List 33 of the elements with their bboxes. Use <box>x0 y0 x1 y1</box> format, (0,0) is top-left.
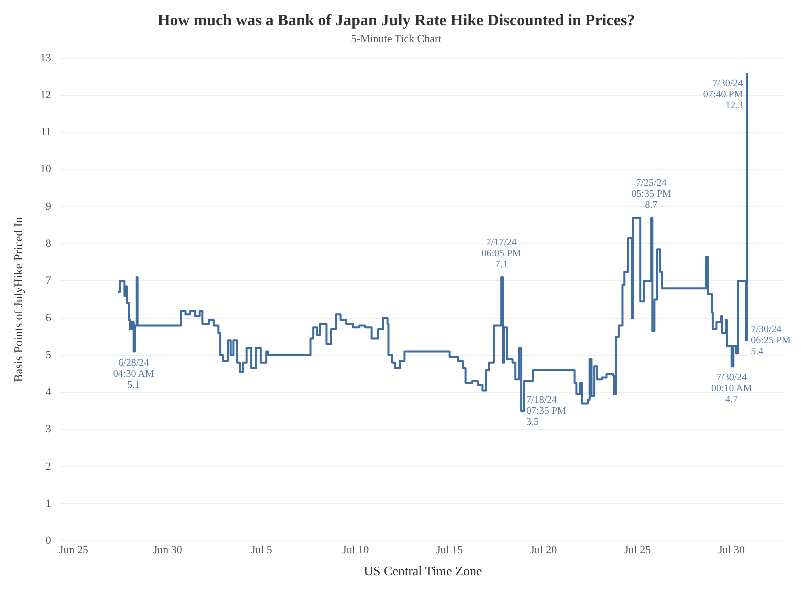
chart-title: How much was a Bank of Japan July Rate Hike Discounted in Prices? <box>158 12 636 30</box>
y-tick-label: 9 <box>46 200 52 213</box>
y-tick-label: 0 <box>46 535 52 548</box>
annotation: 7/30/24 00:10 AM 4.7 <box>711 372 752 406</box>
x-tick-label: Jul 10 <box>342 544 370 557</box>
x-tick-label: Jul 20 <box>530 544 558 557</box>
y-tick-label: 6 <box>46 312 52 324</box>
y-tick-label: 5 <box>46 349 52 362</box>
y-tick-label: 12 <box>40 89 52 102</box>
y-tick-label: 3 <box>46 424 52 436</box>
x-tick-label: Jul 30 <box>718 544 746 557</box>
annotation: 7/25/24 05:35 PM 8.7 <box>632 178 672 212</box>
y-tick-label: 2 <box>46 460 52 473</box>
y-tick-label: 10 <box>40 164 52 176</box>
annotation: 7/30/24 07:40 PM 12.3 <box>703 78 744 112</box>
x-tick-label: Jul 15 <box>436 544 464 557</box>
annotation: 7/30/24 06:25 PM 5.4 <box>751 324 792 358</box>
x-tick-label: Jul 25 <box>624 544 652 557</box>
chart-subtitle: 5-Minute Tick Chart <box>351 34 442 46</box>
annotation: 7/18/24 07:35 PM 3.5 <box>526 395 566 428</box>
x-tick-label: Jun 30 <box>153 544 183 557</box>
annotation: 6/28/24 04:30 AM 5.1 <box>113 358 154 391</box>
y-axis-title: Basis Points of JulyHike Priced In <box>11 217 26 382</box>
y-tick-label: 7 <box>46 275 52 288</box>
y-tick-label: 8 <box>46 238 52 250</box>
x-tick-label: Jul 5 <box>251 544 273 557</box>
y-tick-label: 11 <box>40 126 52 139</box>
y-tick-label: 4 <box>46 386 52 399</box>
x-tick-label: Jun 25 <box>59 544 89 557</box>
x-axis-title: US Central Time Zone <box>364 564 482 579</box>
y-tick-label: 1 <box>46 498 52 510</box>
annotation: 7/17/24 06:05 PM 7.1 <box>482 238 522 271</box>
y-tick-label: 13 <box>40 52 52 64</box>
